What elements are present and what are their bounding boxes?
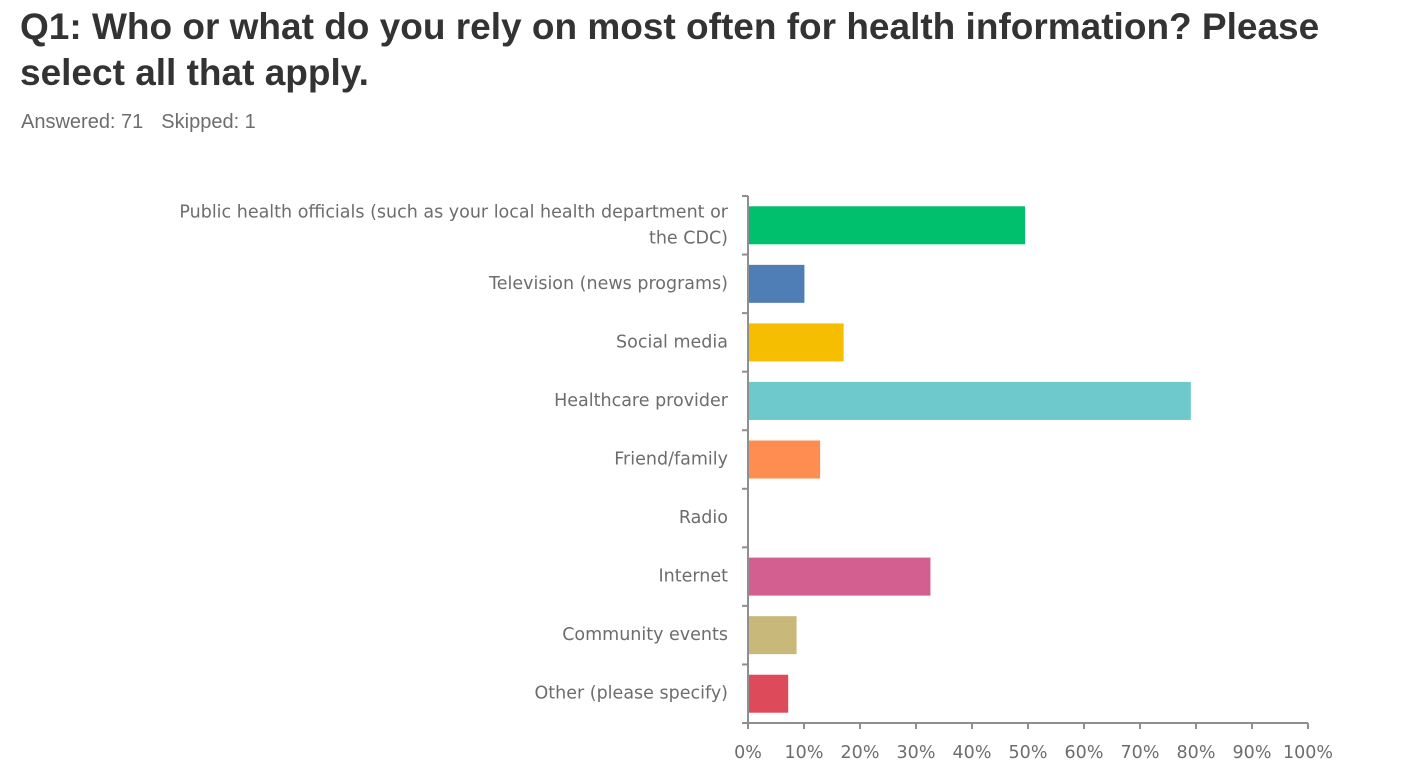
answered-count: Answered: 71: [21, 111, 144, 133]
category-label-7-line-0: Community events: [562, 625, 728, 645]
x-tick-label-1: 10%: [785, 743, 824, 763]
category-label-1-line-0: Television (news programs): [488, 274, 728, 294]
axes-group: [742, 195, 1309, 729]
category-label-2-line-0: Social media: [616, 332, 728, 352]
category-label-3-line-0: Healthcare provider: [554, 391, 729, 411]
page-title: Q1: Who or what do you rely on most ofte…: [20, 6, 1320, 93]
x-tick-label-0: 0%: [734, 743, 762, 763]
x-tick-label-10: 100%: [1283, 743, 1333, 763]
bar-8: [749, 674, 789, 713]
bar-1: [749, 264, 805, 303]
bars-group: [749, 206, 1191, 713]
category-label-6-line-0: Internet: [659, 567, 729, 587]
category-label-8: Other (please specify): [535, 684, 729, 704]
category-label-2: Social media: [616, 332, 728, 352]
x-tick-label-5: 50%: [1009, 743, 1048, 763]
category-label-7: Community events: [562, 625, 728, 645]
x-tick-label-6: 60%: [1065, 743, 1104, 763]
category-label-0-line-0: Public health officials (such as your lo…: [179, 202, 728, 222]
category-label-5: Radio: [679, 508, 728, 528]
category-label-4: Friend/family: [614, 450, 728, 470]
category-label-0: Public health officials (such as your lo…: [179, 202, 728, 248]
x-tick-label-3: 30%: [897, 743, 936, 763]
x-tick-label-9: 90%: [1233, 743, 1272, 763]
bar-6: [749, 557, 931, 596]
bar-7: [749, 616, 797, 655]
category-label-4-line-0: Friend/family: [614, 450, 728, 470]
x-tick-label-4: 40%: [953, 743, 992, 763]
bar-0: [749, 206, 1026, 245]
bar-3: [749, 381, 1191, 420]
category-label-0-line-1: the CDC): [649, 228, 728, 248]
category-labels: Public health officials (such as your lo…: [179, 202, 728, 703]
category-label-6: Internet: [659, 567, 729, 587]
bar-2: [749, 323, 844, 362]
category-label-5-line-0: Radio: [679, 508, 728, 528]
category-label-3: Healthcare provider: [554, 391, 729, 411]
skipped-count: Skipped: 1: [161, 111, 256, 133]
category-label-1: Television (news programs): [488, 274, 728, 294]
x-tick-label-7: 70%: [1121, 743, 1160, 763]
x-tick-label-8: 80%: [1177, 743, 1216, 763]
x-tick-label-2: 20%: [841, 743, 880, 763]
bar-4: [749, 440, 821, 479]
response-stats: Answered: 71 Skipped: 1: [21, 111, 274, 134]
x-tick-labels: 0% 10% 20% 30% 40% 50% 60% 70% 80% 90% 100%: [734, 743, 1333, 763]
category-label-8-line-0: Other (please specify): [535, 684, 729, 704]
